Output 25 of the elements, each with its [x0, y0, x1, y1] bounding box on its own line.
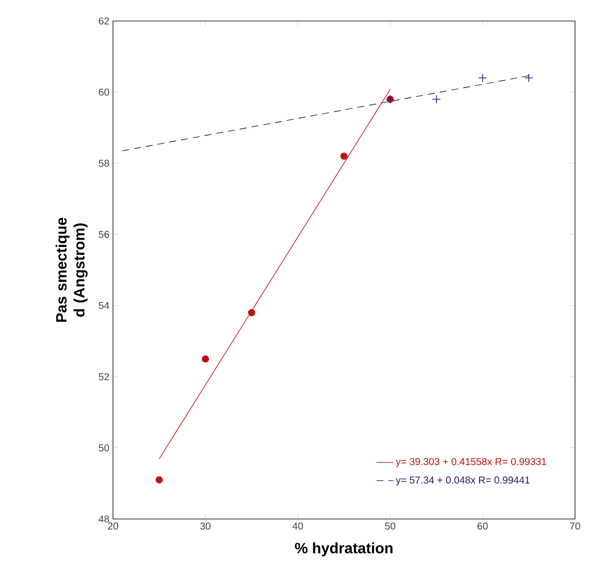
x-tick-label: 30 — [200, 522, 211, 530]
x-tick-label: 50 — [385, 522, 396, 530]
x-tick-label: 40 — [292, 522, 303, 530]
x-tick-label: 20 — [108, 522, 118, 530]
y-axis-title: Pas smectique d (Angstrom) — [56, 218, 88, 322]
point — [248, 309, 256, 316]
legend-label: y= 57.34 + 0.048x R= 0.99441 — [396, 476, 530, 486]
y-tick-label: 54 — [98, 302, 110, 310]
point — [340, 152, 348, 160]
point — [202, 355, 209, 363]
y-tick-label: 60 — [98, 88, 110, 96]
point — [524, 74, 534, 82]
y-tick-label: 48 — [98, 515, 110, 523]
y-tick-label: 62 — [98, 17, 109, 25]
y-tick-label: 50 — [98, 444, 110, 452]
point — [432, 94, 441, 104]
y-tick-label: 58 — [98, 160, 110, 167]
x-tick-label: 60 — [478, 522, 488, 530]
x-axis-title: % hydratation — [294, 542, 392, 556]
point — [156, 476, 163, 484]
point — [478, 74, 487, 82]
legend-label: y= 39.303 + 0.41558x R= 0.99331 — [396, 458, 546, 468]
x-tick-label: 70 — [570, 522, 580, 530]
y-tick-label: 52 — [98, 373, 109, 380]
y-tick-label: 56 — [98, 230, 110, 238]
